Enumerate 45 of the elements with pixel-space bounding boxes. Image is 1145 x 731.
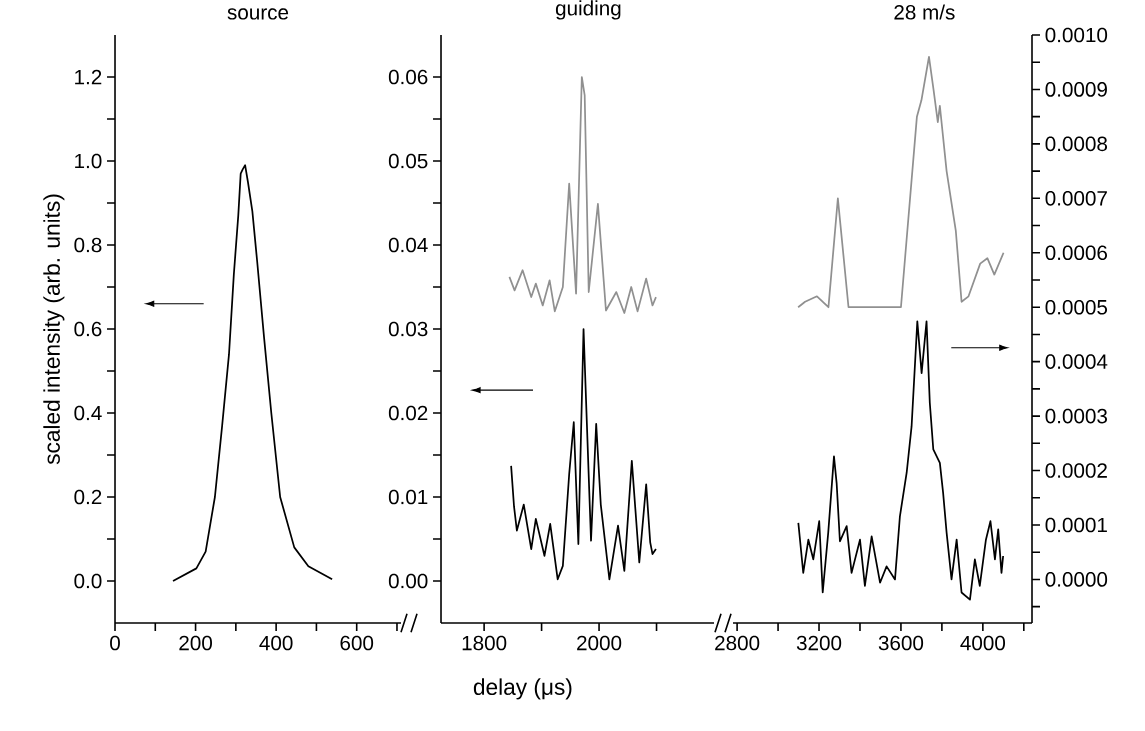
y2-tick-label: 0.0007	[1045, 191, 1107, 206]
y-tick-label: 0.00	[388, 573, 428, 589]
y-tick-label: 0.04	[388, 237, 428, 253]
y2-tick-label: 0.0003	[1045, 408, 1107, 424]
y2-tick-label: 0.0005	[1045, 299, 1108, 315]
line-series	[508, 76, 657, 314]
y2-tick-label: 0.0010	[1045, 27, 1108, 43]
y-tick-label: 0.03	[388, 321, 428, 337]
x-tick-label: 600	[340, 635, 374, 651]
y-tick-label: 0.2	[74, 489, 102, 505]
line-series	[172, 164, 333, 582]
x-axis-title: delay (μs)	[473, 678, 572, 700]
y2-tick-label: 0.0004	[1045, 354, 1108, 369]
x-tick-label: 2000	[577, 635, 622, 651]
y-tick-label: 0.05	[388, 153, 428, 169]
x-tick-label: 3200	[796, 635, 842, 651]
y-axis-title: scaled intensity (arb. units)	[43, 194, 65, 465]
y-tick-label: 0.02	[388, 405, 428, 421]
y2-tick-label: 0.0002	[1045, 463, 1107, 478]
x-tick-label: 400	[259, 635, 293, 651]
y2-tick-label: 0.0008	[1045, 136, 1108, 152]
y-tick-label: 0.0	[74, 573, 102, 589]
y-tick-label: 1.0	[75, 153, 102, 169]
x-tick-label: 4000	[960, 635, 1006, 651]
chart-title: guiding	[555, 0, 621, 20]
x-tick-label: 2800	[715, 635, 760, 651]
y2-tick-label: 0.0009	[1045, 82, 1107, 97]
line-series	[797, 55, 1005, 309]
line-series	[797, 320, 1004, 601]
x-tick-label: 200	[179, 635, 212, 651]
y2-tick-label: 0.0000	[1045, 572, 1108, 587]
y2-tick-label: 0.0006	[1045, 245, 1107, 261]
x-tick-label: 1800	[462, 635, 507, 651]
y2-tick-label: 0.0001	[1045, 517, 1107, 533]
y-tick-label: 0.6	[74, 321, 102, 337]
y-tick-label: 0.4	[74, 405, 102, 421]
x-tick-label: 0	[110, 635, 120, 651]
line-series	[510, 328, 657, 581]
y-tick-label: 0.8	[74, 237, 102, 253]
y-tick-label: 0.06	[388, 69, 428, 85]
y-tick-label: 0.01	[388, 489, 428, 505]
y-tick-label: 1.2	[75, 69, 102, 85]
chart-title: source	[227, 8, 289, 20]
chart-title: 28 m/s	[894, 4, 955, 20]
x-tick-label: 3600	[878, 635, 924, 651]
